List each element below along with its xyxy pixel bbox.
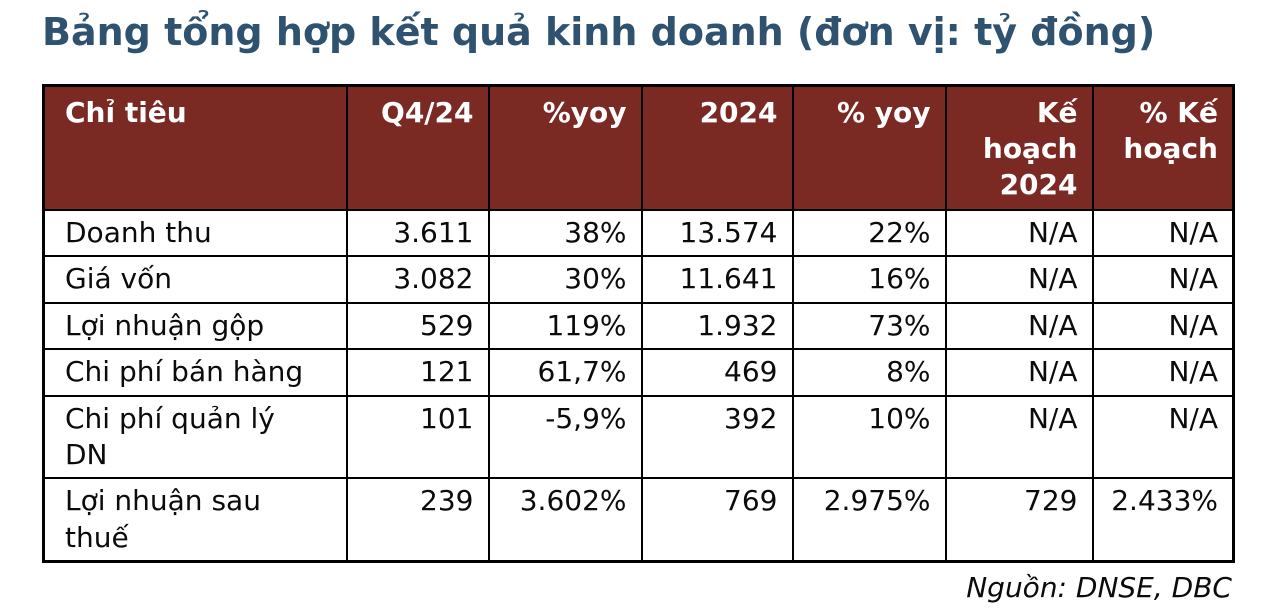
header-cell-chi-tieu: Chỉ tiêu <box>42 84 348 212</box>
header-cell-2024: 2024 <box>640 84 794 212</box>
table-row-loi-nhuan-sau-thue: Lợi nhuận sau thuế 239 3.602% 769 2.975%… <box>42 477 1235 563</box>
cell-value: 22% <box>791 209 947 258</box>
row-label: Lợi nhuận gộp <box>42 301 348 351</box>
cell-value: N/A <box>1091 209 1235 258</box>
cell-value: 11.641 <box>640 255 794 304</box>
cell-value: N/A <box>944 394 1094 480</box>
table-row-loi-nhuan-gop: Lợi nhuận gộp 529 119% 1.932 73% N/A N/A <box>42 301 1235 351</box>
cell-value: N/A <box>944 348 1094 397</box>
row-label: Chi phí bán hàng <box>42 348 348 397</box>
cell-value: 729 <box>944 477 1094 563</box>
cell-value: 3.082 <box>345 255 490 304</box>
table-row-chi-phi-quan-ly-dn: Chi phí quản lý DN 101 -5,9% 392 10% N/A… <box>42 394 1235 480</box>
header-cell-q4-yoy: %yoy <box>487 84 643 212</box>
cell-value: 239 <box>345 477 490 563</box>
cell-value: N/A <box>944 301 1094 351</box>
cell-value: 392 <box>640 394 794 480</box>
cell-value: 119% <box>487 301 643 351</box>
cell-value: -5,9% <box>487 394 643 480</box>
header-cell-q4-24: Q4/24 <box>345 84 490 212</box>
cell-value: 3.602% <box>487 477 643 563</box>
cell-value: 10% <box>791 394 947 480</box>
cell-value: N/A <box>1091 301 1235 351</box>
source-note: Nguồn: DNSE, DBC <box>966 571 1232 605</box>
cell-value: N/A <box>944 255 1094 304</box>
cell-value: 8% <box>791 348 947 397</box>
cell-value: N/A <box>1091 348 1235 397</box>
row-label: Doanh thu <box>42 209 348 258</box>
business-results-table: Chỉ tiêu Q4/24 %yoy 2024 % yoy Kế hoạch … <box>42 83 1235 564</box>
cell-value: 1.932 <box>640 301 794 351</box>
cell-value: 38% <box>487 209 643 258</box>
cell-value: 469 <box>640 348 794 397</box>
header-cell-2024-yoy: % yoy <box>791 84 947 212</box>
cell-value: N/A <box>944 209 1094 258</box>
row-label: Giá vốn <box>42 255 348 304</box>
cell-value: 2.433% <box>1091 477 1235 563</box>
cell-value: 61,7% <box>487 348 643 397</box>
header-cell-pct-ke-hoach: % Kế hoạch <box>1091 84 1235 212</box>
cell-value: 13.574 <box>640 209 794 258</box>
cell-value: 101 <box>345 394 490 480</box>
header-cell-ke-hoach-2024: Kế hoạch 2024 <box>944 84 1094 212</box>
table-row-doanh-thu: Doanh thu 3.611 38% 13.574 22% N/A N/A <box>42 209 1235 258</box>
cell-value: 30% <box>487 255 643 304</box>
row-label: Lợi nhuận sau thuế <box>42 477 348 563</box>
cell-value: 73% <box>791 301 947 351</box>
table-row-gia-von: Giá vốn 3.082 30% 11.641 16% N/A N/A <box>42 255 1235 304</box>
cell-value: 16% <box>791 255 947 304</box>
cell-value: 769 <box>640 477 794 563</box>
table-row-chi-phi-ban-hang: Chi phí bán hàng 121 61,7% 469 8% N/A N/… <box>42 348 1235 397</box>
cell-value: N/A <box>1091 394 1235 480</box>
row-label: Chi phí quản lý DN <box>42 394 348 480</box>
cell-value: 529 <box>345 301 490 351</box>
cell-value: N/A <box>1091 255 1235 304</box>
cell-value: 121 <box>345 348 490 397</box>
table-header-row: Chỉ tiêu Q4/24 %yoy 2024 % yoy Kế hoạch … <box>42 84 1235 212</box>
page-title: Bảng tổng hợp kết quả kinh doanh (đơn vị… <box>42 10 1156 54</box>
cell-value: 2.975% <box>791 477 947 563</box>
cell-value: 3.611 <box>345 209 490 258</box>
